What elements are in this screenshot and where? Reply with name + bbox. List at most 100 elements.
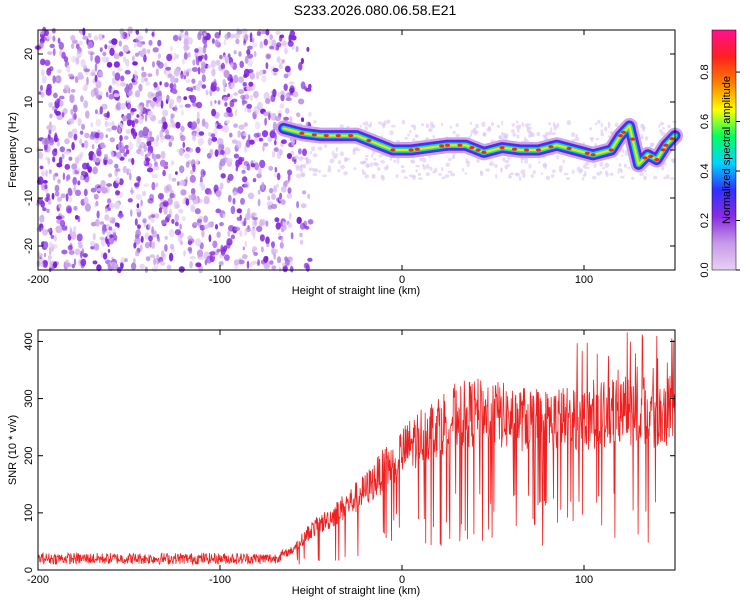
ridge-peak (335, 134, 341, 138)
noise-speckle (253, 251, 258, 256)
ridge-halo-speckle (592, 175, 597, 180)
noise-speckle (292, 91, 299, 98)
ridge-halo-speckle (335, 146, 338, 152)
noise-speckle (187, 52, 191, 58)
ridge-halo-speckle (516, 134, 520, 139)
noise-speckle (76, 167, 81, 172)
noise-speckle (260, 30, 267, 35)
noise-speckle (83, 100, 89, 109)
noise-speckle (189, 174, 196, 183)
noise-speckle (62, 88, 66, 93)
noise-speckle (136, 41, 143, 48)
noise-speckle (266, 54, 271, 59)
ridge-halo-speckle (594, 122, 598, 126)
noise-speckle (141, 66, 145, 71)
noise-speckle (162, 121, 168, 130)
noise-speckle (57, 179, 61, 184)
noise-speckle (171, 177, 177, 182)
noise-speckle (101, 226, 106, 235)
ridge-peak (311, 133, 317, 137)
noise-speckle (135, 193, 142, 201)
noise-speckle (254, 247, 257, 252)
ridge-halo-speckle (556, 122, 560, 128)
noise-speckle (140, 199, 143, 207)
noise-speckle (259, 41, 263, 49)
ridge-halo-speckle (461, 167, 464, 172)
noise-speckle (93, 193, 99, 200)
colorbar-ticks: 0.0 0.2 0.4 0.6 0.8 (699, 64, 740, 278)
ridge-peak (608, 148, 614, 152)
noise-speckle (106, 61, 113, 68)
ridge-peak (390, 148, 396, 152)
ridge-halo-speckle (373, 173, 376, 179)
ridge-halo-speckle (400, 169, 406, 174)
noise-speckle (94, 55, 101, 64)
ridge-halo-speckle (401, 119, 406, 125)
noise-speckle (90, 72, 96, 77)
noise-speckle (81, 143, 85, 148)
noise-speckle (208, 190, 212, 195)
noise-speckle (52, 75, 56, 84)
ridge-halo-speckle (425, 123, 430, 129)
noise-speckle (151, 32, 155, 37)
ridge-halo-speckle (441, 176, 446, 180)
ridge-halo-speckle (660, 131, 666, 136)
noise-speckle (52, 35, 56, 42)
noise-speckle (185, 198, 190, 206)
noise-speckle (73, 184, 76, 193)
ridge-halo-speckle (530, 174, 535, 178)
noise-speckle (223, 69, 230, 78)
ridge-peak (469, 146, 475, 150)
noise-speckle (299, 239, 304, 245)
noise-speckle (249, 32, 253, 40)
ridge-halo-speckle (528, 163, 532, 169)
noise-speckle (178, 266, 185, 273)
noise-speckle (129, 172, 132, 181)
noise-speckle (233, 153, 239, 159)
ridge-halo-speckle (511, 123, 516, 127)
ridge-halo-speckle (322, 174, 327, 178)
noise-speckle (153, 257, 157, 266)
ridge-halo-speckle (362, 160, 367, 164)
ridge-halo-speckle (373, 158, 377, 161)
noise-speckle (148, 130, 153, 137)
ridge-halo-speckle (339, 124, 344, 129)
ridge-halo-speckle (314, 168, 319, 173)
noise-speckle (295, 45, 299, 53)
ridge-halo-speckle (365, 154, 369, 158)
noise-speckle (129, 119, 134, 125)
noise-speckle (279, 149, 283, 156)
ridge-halo-speckle (302, 172, 306, 177)
noise-speckle (168, 141, 173, 147)
noise-speckle (225, 119, 231, 124)
ridge-halo-speckle (550, 174, 555, 178)
noise-speckle (101, 186, 108, 194)
noise-speckle (106, 183, 113, 187)
noise-speckle (204, 121, 209, 129)
noise-speckle (198, 131, 205, 136)
noise-speckle (248, 81, 254, 87)
noise-speckle (161, 250, 165, 258)
noise-speckle (130, 209, 133, 217)
noise-speckle (108, 93, 115, 100)
noise-speckle (262, 144, 265, 152)
noise-speckle (140, 235, 144, 243)
ridge-halo-speckle (464, 172, 468, 175)
spectrogram-x-label: Height of straight line (km) (292, 285, 420, 297)
noise-speckle (246, 260, 250, 269)
snr-panel: -200 -100 0 100 0 100 200 300 400 Height of str… (7, 329, 676, 597)
noise-speckle (46, 35, 53, 40)
ridge-halo-speckle (329, 158, 335, 164)
noise-speckle (94, 74, 98, 83)
ridge-halo-speckle (317, 146, 323, 151)
noise-speckle (64, 138, 70, 145)
noise-speckle (102, 34, 105, 39)
spectrogram-y-ticks: -20 -10 0 10 20 (23, 48, 675, 254)
noise-speckle (227, 93, 231, 98)
ridge-halo-speckle (455, 123, 459, 128)
noise-speckle (107, 121, 113, 127)
noise-speckle (103, 153, 109, 161)
noise-speckle (99, 106, 103, 115)
noise-speckle (134, 118, 139, 124)
noise-speckle (227, 194, 232, 203)
